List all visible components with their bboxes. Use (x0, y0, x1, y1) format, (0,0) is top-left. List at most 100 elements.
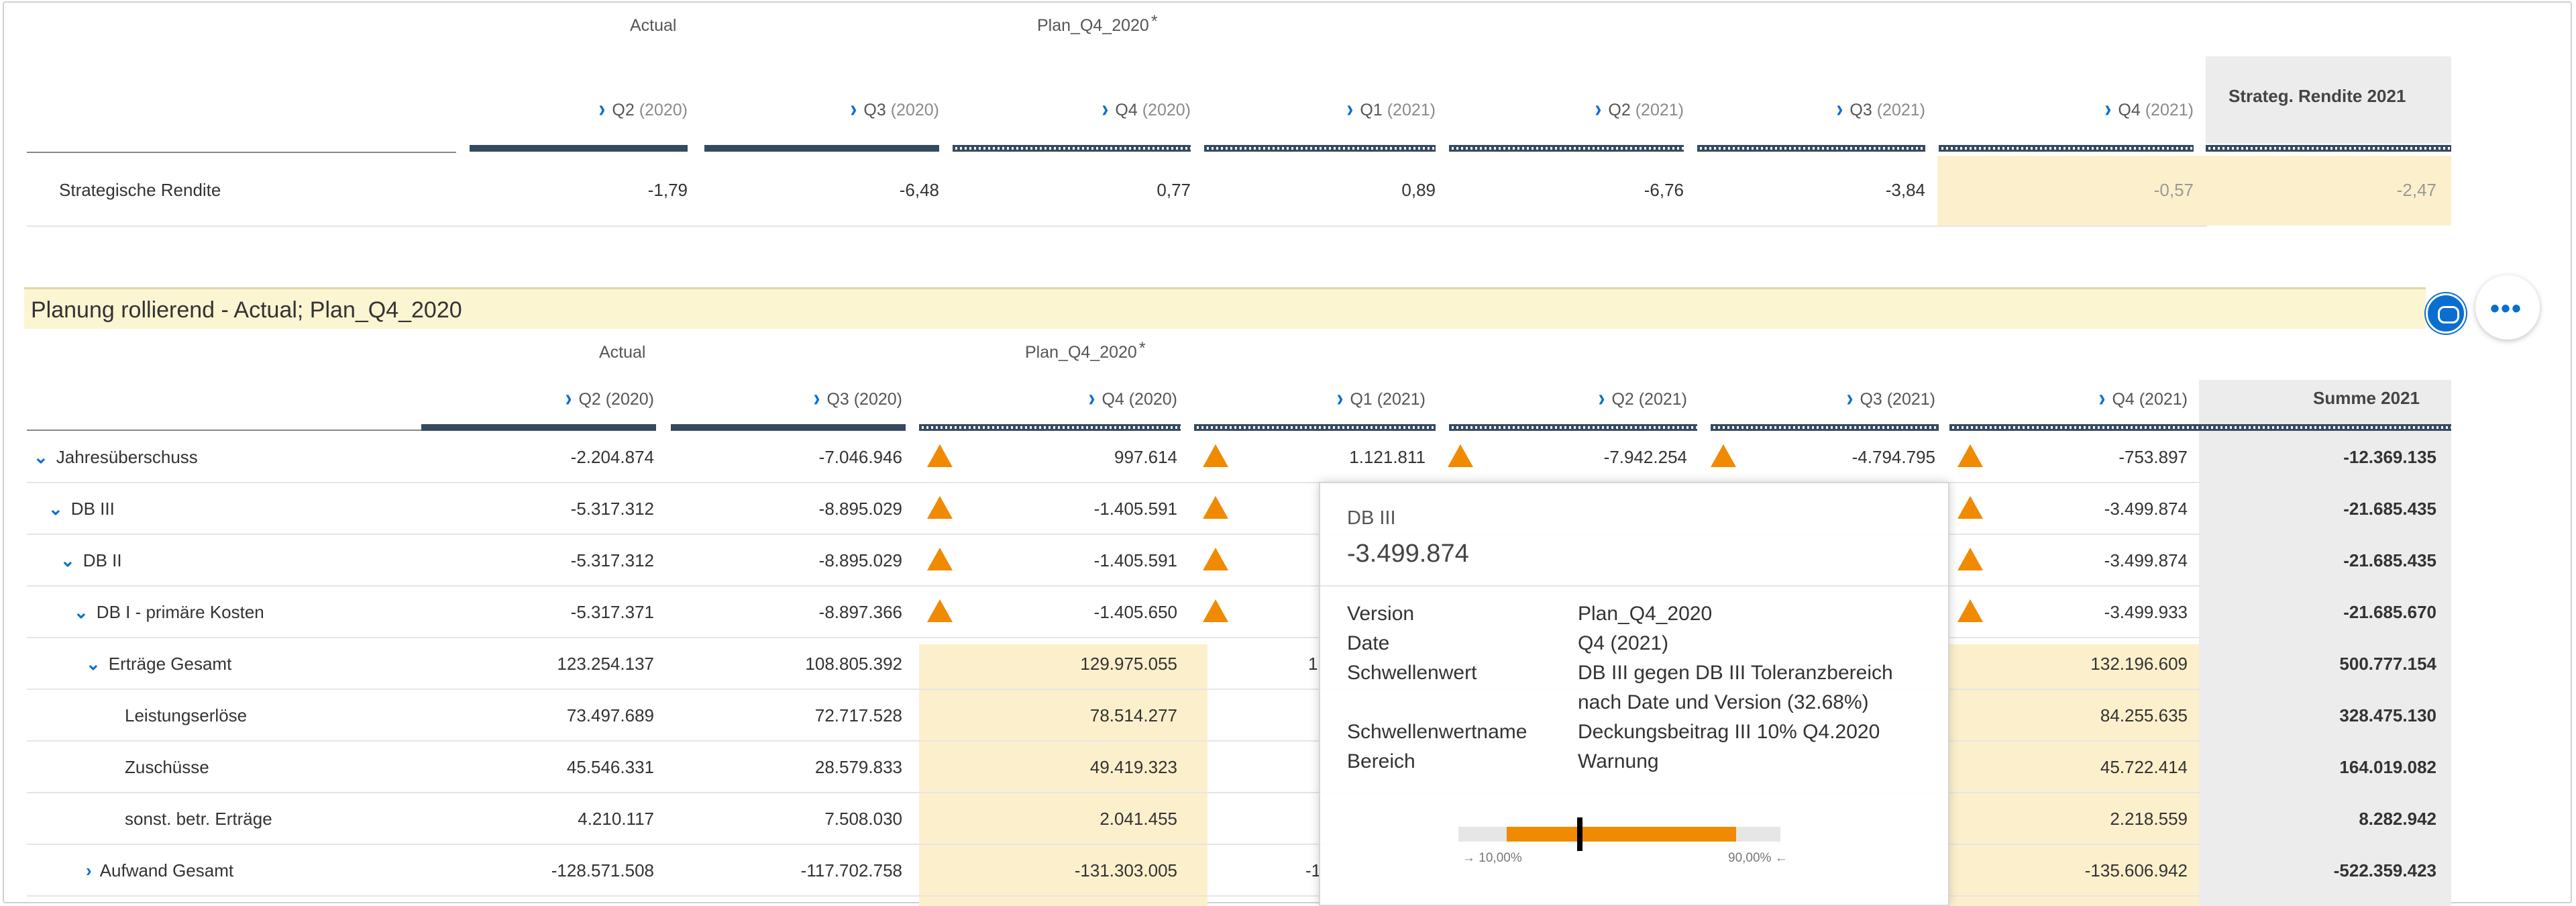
chevron-down-icon[interactable]: ⌄ (86, 654, 101, 674)
value-cell[interactable]: -0,57 (2153, 180, 2194, 200)
chevron-down-icon[interactable]: ⌄ (60, 550, 75, 570)
value-cell[interactable]: -6,48 (899, 180, 939, 200)
warning-icon[interactable] (1203, 599, 1228, 622)
value-cell[interactable]: 2.041.455 (1099, 809, 1177, 829)
col-header-q4-2020[interactable]: › Q4 (2020) (919, 385, 1177, 412)
row-ertraege-gesamt[interactable]: ⌄ Erträge Gesamt (86, 654, 231, 674)
value-cell[interactable]: -4.794.795 (1851, 447, 1935, 467)
warning-icon[interactable] (1448, 444, 1473, 467)
value-cell[interactable]: 108.805.392 (805, 654, 902, 674)
value-cell[interactable]: -3.499.933 (2104, 602, 2188, 622)
value-cell[interactable]: 129.975.055 (1080, 654, 1177, 674)
value-cell[interactable]: 328.475.130 (2339, 705, 2436, 725)
col-header-q2-2020[interactable]: › Q2 (2020) (423, 385, 654, 412)
comment-icon[interactable] (2426, 293, 2466, 334)
col-header-q1-2021[interactable]: › Q1 (2021) (1208, 385, 1426, 412)
warning-icon[interactable] (927, 599, 953, 622)
value-cell[interactable]: 123.254.137 (557, 654, 654, 674)
value-cell[interactable]: -12.369.135 (2343, 447, 2436, 467)
value-cell[interactable]: -117.702.758 (800, 860, 902, 880)
value-cell-partial[interactable]: 1 (1308, 654, 1318, 674)
warning-icon[interactable] (927, 444, 953, 467)
col-header-q4-2021[interactable]: › Q4 (2021) (1949, 385, 2188, 412)
value-cell[interactable]: -3.499.874 (2104, 499, 2188, 519)
value-cell[interactable]: -1.405.591 (1093, 550, 1177, 570)
value-cell[interactable]: -21.685.435 (2343, 550, 2436, 570)
value-cell[interactable]: 84.255.635 (2100, 705, 2188, 725)
col-header-q3-2021[interactable]: › Q3 (2021) (1704, 385, 1935, 412)
value-cell[interactable]: 1.121.811 (1349, 447, 1426, 467)
warning-icon[interactable] (927, 548, 953, 570)
value-cell[interactable]: -7.942.254 (1603, 447, 1687, 467)
value-cell[interactable]: 28.579.833 (814, 757, 902, 777)
value-cell[interactable]: -21.685.435 (2343, 499, 2436, 519)
value-cell[interactable]: -8.897.366 (818, 602, 902, 622)
row-aufwand-gesamt[interactable]: › Aufwand Gesamt (86, 860, 233, 881)
chevron-down-icon[interactable]: ⌄ (48, 499, 63, 519)
value-cell[interactable]: -7.046.946 (818, 447, 902, 467)
value-cell[interactable]: 45.722.414 (2100, 757, 2188, 777)
warning-icon[interactable] (1711, 444, 1736, 467)
value-cell[interactable]: -2.204.874 (570, 447, 654, 467)
value-cell[interactable]: -1,79 (647, 180, 688, 200)
value-cell[interactable]: 45.546.331 (566, 757, 654, 777)
value-cell[interactable]: 72.717.528 (814, 705, 902, 725)
value-cell-partial[interactable]: -1 (1305, 860, 1322, 880)
value-cell[interactable]: -5.317.371 (570, 602, 654, 622)
col-header-q2-2021[interactable]: › Q2 (2021) (1449, 96, 1684, 123)
col-header-q3-2020[interactable]: › Q3 (2020) (704, 96, 939, 123)
value-cell[interactable]: 997.614 (1114, 447, 1177, 467)
row-db-iii[interactable]: ⌄ DB III (48, 499, 115, 519)
value-cell[interactable]: 500.777.154 (2339, 654, 2436, 674)
value-cell[interactable]: -8.895.029 (818, 550, 902, 570)
warning-icon[interactable] (1203, 496, 1228, 519)
value-cell[interactable]: 132.196.609 (2090, 654, 2188, 674)
value-cell[interactable]: -3.499.874 (2104, 550, 2188, 570)
value-cell[interactable]: 7.508.030 (824, 809, 902, 829)
warning-icon[interactable] (1957, 548, 1983, 570)
value-cell[interactable]: -1.405.591 (1093, 499, 1177, 519)
value-cell[interactable]: -1.405.650 (1093, 602, 1177, 622)
value-cell[interactable]: 4.210.117 (578, 809, 654, 829)
warning-icon[interactable] (1957, 444, 1983, 467)
value-cell[interactable]: -131.303.005 (1074, 860, 1177, 880)
value-cell[interactable]: 164.019.082 (2339, 757, 2436, 777)
chevron-right-icon[interactable]: › (86, 860, 92, 880)
col-header-q2-2020[interactable]: › Q2 (2020) (470, 96, 688, 123)
warning-icon[interactable] (927, 496, 953, 519)
more-options-button[interactable]: ••• (2475, 275, 2540, 340)
col-header-q4-2021[interactable]: › Q4 (2021) (1939, 96, 2194, 123)
warning-icon[interactable] (1957, 599, 1983, 622)
value-cell[interactable]: -753.897 (2118, 447, 2188, 467)
value-cell[interactable]: 73.497.689 (566, 705, 654, 725)
col-header-q3-2020[interactable]: › Q3 (2020) (671, 385, 902, 412)
value-cell[interactable]: 49.419.323 (1089, 757, 1177, 777)
col-header-q1-2021[interactable]: › Q1 (2021) (1204, 96, 1436, 123)
row-db-ii[interactable]: ⌄ DB II (60, 550, 122, 571)
value-cell[interactable]: 2.218.559 (2110, 809, 2188, 829)
value-cell[interactable]: -21.685.670 (2343, 602, 2436, 622)
warning-icon[interactable] (1203, 548, 1228, 570)
value-cell[interactable]: -522.359.423 (2333, 860, 2436, 880)
value-cell[interactable]: -5.317.312 (570, 550, 654, 570)
col-header-q3-2021[interactable]: › Q3 (2021) (1697, 96, 1925, 123)
value-cell[interactable]: 8.282.942 (2359, 809, 2436, 829)
warning-icon[interactable] (1957, 496, 1983, 519)
col-header-q4-2020[interactable]: › Q4 (2020) (953, 96, 1191, 123)
value-cell[interactable]: 78.514.277 (1089, 705, 1177, 725)
chevron-down-icon[interactable]: ⌄ (74, 602, 89, 622)
value-cell[interactable]: -2,47 (2396, 180, 2436, 200)
warning-icon[interactable] (1203, 444, 1228, 467)
row-db-i[interactable]: ⌄ DB I - primäre Kosten (74, 602, 264, 623)
value-cell[interactable]: -6,76 (1644, 180, 1684, 200)
value-cell[interactable]: -128.571.508 (551, 860, 654, 880)
row-jahresueberschuss[interactable]: ⌄ Jahresüberschuss (34, 447, 198, 468)
value-cell[interactable]: -135.606.942 (2084, 860, 2188, 880)
value-cell[interactable]: 0,77 (1157, 180, 1191, 200)
chevron-down-icon[interactable]: ⌄ (34, 447, 48, 467)
value-cell[interactable]: 0,89 (1401, 180, 1436, 200)
col-header-q2-2021[interactable]: › Q2 (2021) (1442, 385, 1687, 412)
value-cell[interactable]: -8.895.029 (818, 499, 902, 519)
value-cell[interactable]: -5.317.312 (570, 499, 654, 519)
value-cell[interactable]: -3,84 (1885, 180, 1925, 200)
